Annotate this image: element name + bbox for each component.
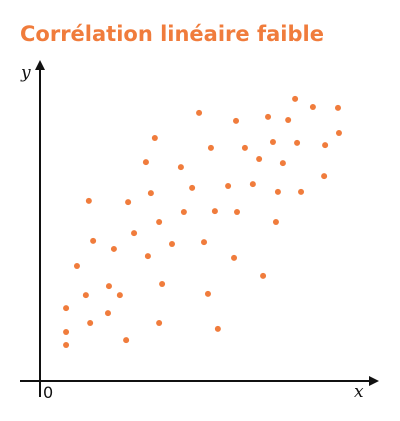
point — [322, 142, 329, 149]
point — [63, 305, 70, 312]
point — [274, 188, 281, 195]
point — [249, 181, 256, 188]
point — [87, 320, 94, 327]
point — [156, 218, 163, 225]
point — [156, 320, 163, 327]
point — [151, 134, 158, 141]
point — [292, 95, 299, 102]
point — [321, 173, 328, 180]
point — [125, 199, 132, 206]
point — [131, 230, 138, 237]
x-tick-label: 0 — [43, 383, 53, 402]
point — [294, 139, 301, 146]
point — [159, 280, 166, 287]
point — [85, 197, 92, 204]
point — [309, 103, 316, 110]
point — [177, 164, 184, 171]
point — [196, 109, 203, 116]
point — [260, 272, 267, 279]
x-axis-label: x — [354, 382, 364, 402]
point — [233, 117, 240, 124]
point — [144, 253, 151, 260]
point — [110, 245, 117, 252]
chart-title: Corrélation linéaire faible — [20, 22, 324, 46]
point — [298, 188, 305, 195]
point — [73, 262, 80, 269]
point — [180, 209, 187, 216]
point — [272, 218, 279, 225]
point — [90, 237, 97, 244]
point — [201, 239, 208, 246]
point — [231, 254, 238, 261]
point — [63, 329, 70, 336]
point — [82, 292, 89, 299]
point — [335, 130, 342, 136]
point — [285, 116, 292, 123]
point — [334, 104, 341, 111]
point — [207, 144, 214, 151]
point — [105, 283, 112, 290]
point — [189, 184, 196, 191]
point — [214, 325, 221, 332]
point — [256, 156, 263, 163]
point — [211, 208, 218, 215]
point — [123, 337, 130, 344]
point — [241, 144, 248, 151]
point — [142, 159, 149, 166]
y-axis-label: y — [20, 63, 31, 83]
point — [116, 292, 123, 299]
point — [225, 183, 232, 190]
point — [169, 240, 175, 247]
point — [104, 310, 111, 317]
point — [279, 160, 286, 167]
point — [63, 342, 70, 349]
point — [234, 209, 241, 216]
point — [265, 113, 272, 120]
point — [204, 290, 211, 297]
point — [147, 190, 154, 197]
point — [269, 138, 276, 145]
